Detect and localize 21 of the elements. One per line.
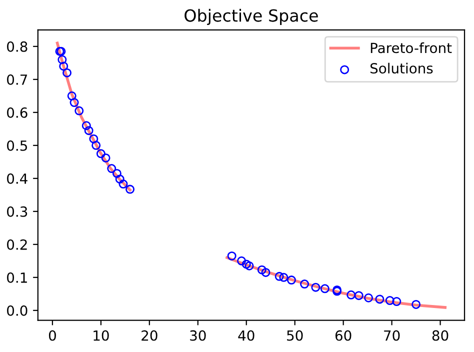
x-tick-label: 50 — [287, 330, 303, 341]
y-tick-label: 0.8 — [7, 41, 28, 52]
y-tick-label: 0.6 — [7, 107, 28, 118]
legend-label: Solutions — [370, 62, 433, 74]
y-tick-label: 0.7 — [7, 74, 28, 85]
x-tick-label: 20 — [142, 330, 158, 341]
y-tick-label: 0.5 — [7, 140, 27, 151]
legend-label: Pareto-front — [370, 42, 452, 54]
y-tick-label: 0.4 — [7, 173, 28, 184]
y-tick-label: 0.2 — [7, 239, 27, 250]
x-tick-label: 0 — [48, 330, 56, 341]
x-tick-label: 80 — [432, 330, 448, 341]
y-tick-label: 0.0 — [7, 305, 28, 316]
chart-title: Objective Space — [184, 8, 318, 26]
x-tick-label: 30 — [190, 330, 206, 341]
x-tick-label: 60 — [335, 330, 352, 341]
x-tick-label: 40 — [238, 330, 254, 341]
y-tick-label: 0.3 — [7, 206, 28, 217]
x-tick-label: 10 — [94, 330, 109, 341]
y-tick-label: 0.1 — [7, 272, 27, 283]
x-tick-label: 70 — [384, 330, 400, 341]
